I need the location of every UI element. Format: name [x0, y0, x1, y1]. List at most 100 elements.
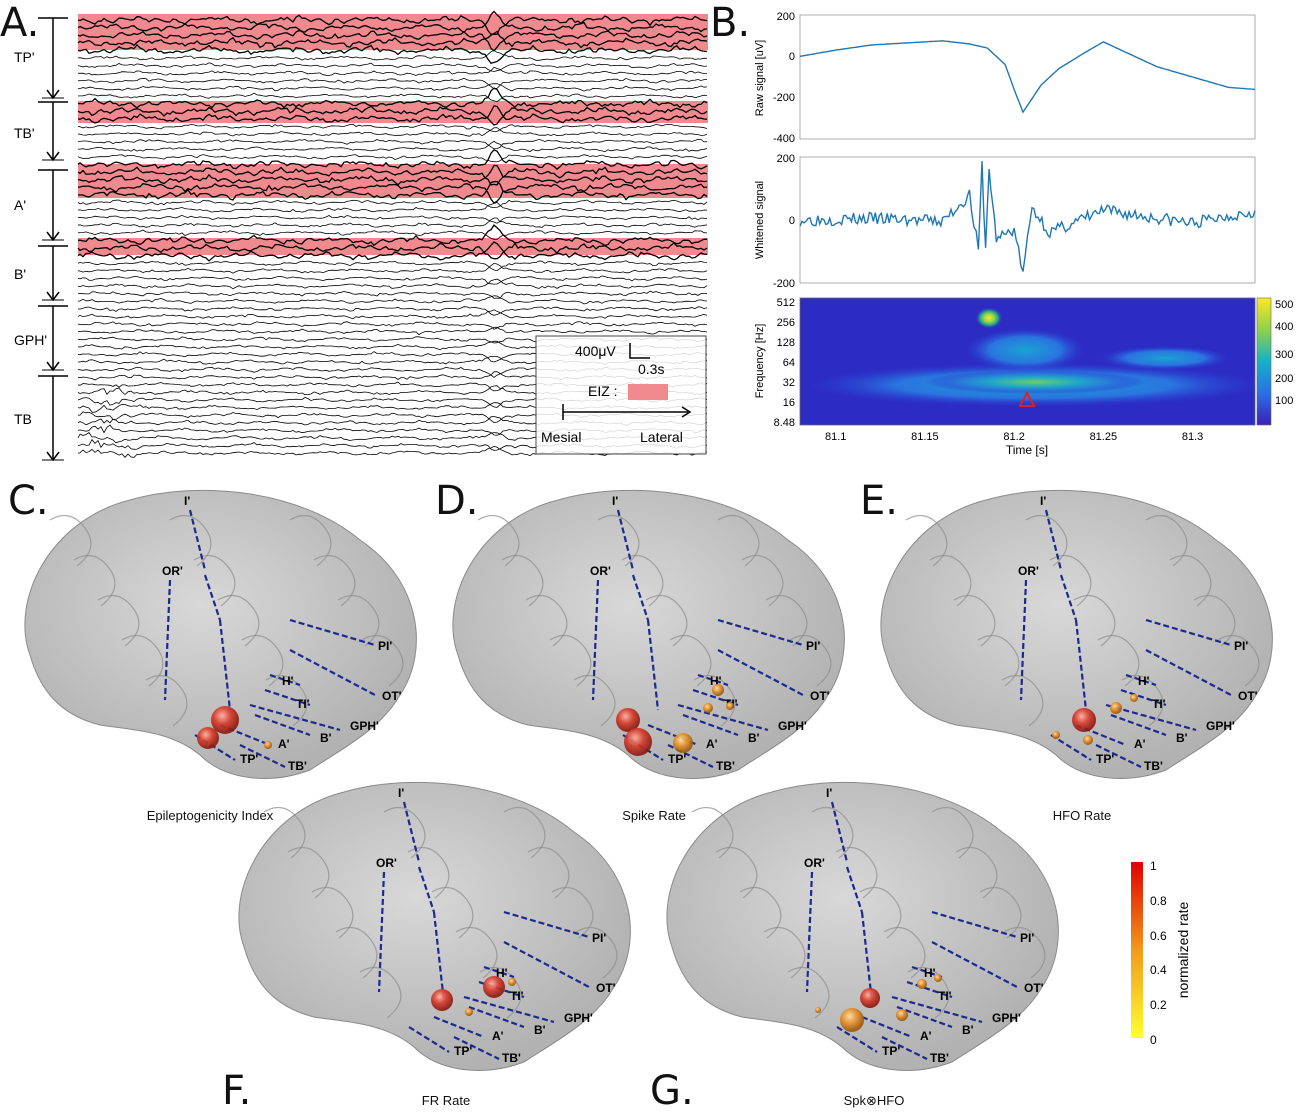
electrode-shaft — [906, 980, 953, 999]
brain-panels: I'OR'PI'OT'H'TI'GPH'B'A'TP' TB' I'OR'PI'O… — [24, 489, 1273, 1071]
tf-ytick: 32 — [783, 377, 795, 389]
electrode-label: OT' — [382, 689, 402, 703]
electrode-label: B' — [1176, 731, 1188, 745]
contact-rate-marker — [712, 684, 724, 696]
electrode-label: TB' — [1144, 759, 1163, 773]
tf-xtick: 81.25 — [1090, 431, 1118, 443]
electrode-label: OT' — [1024, 981, 1044, 995]
raw-ylabel: Raw signal [uV] — [754, 40, 766, 116]
seeg-trace — [77, 14, 708, 36]
electrode-shaft — [264, 688, 311, 707]
contact-rate-marker — [673, 733, 693, 753]
electrode-label: TI' — [510, 989, 524, 1003]
tf-xticks: 81.1 81.15 81.2 81.25 81.3 — [825, 431, 1203, 443]
group-label-tp-prime: TP' — [14, 49, 35, 65]
seeg-trace — [77, 77, 708, 90]
electrode-shaft — [254, 713, 311, 737]
tf-heatmap — [800, 298, 1255, 425]
seeg-trace — [77, 295, 708, 305]
seeg-trace — [77, 278, 708, 290]
electrode-label: TB' — [288, 759, 307, 773]
electrode-label: OR' — [376, 856, 397, 870]
electrode-label: H' — [496, 966, 508, 980]
contact-rate-marker — [616, 708, 640, 732]
brain-epileptogenicity-index: I' OR' PI' OT' H'TI' GPH' B' A' TP' TB' — [24, 489, 417, 779]
seeg-trace — [77, 83, 708, 92]
contact-rate-marker — [1083, 735, 1093, 745]
electrode-label: PI' — [1020, 931, 1034, 945]
electrode-label: I' — [826, 786, 832, 800]
peak-triangle-marker — [1018, 390, 1036, 407]
electrode-shaft — [631, 574, 650, 621]
seeg-trace — [77, 306, 708, 316]
tf-xtick: 81.2 — [1003, 431, 1024, 443]
seeg-trace — [77, 138, 708, 150]
raw-signal-line — [799, 40, 1256, 114]
scale-bar — [629, 343, 650, 359]
sulcus-line — [573, 674, 616, 727]
seeg-trace — [77, 87, 708, 109]
panel-label-d: D. — [435, 478, 479, 524]
seeg-trace — [77, 123, 708, 132]
electrode-label: GPH' — [564, 1011, 593, 1025]
group-label-gph-prime: GPH' — [14, 332, 47, 348]
panel-label-a: A. — [0, 0, 40, 46]
electrode-shaft — [194, 734, 236, 761]
raw-axes — [799, 14, 1256, 140]
seeg-traces — [77, 10, 708, 459]
group-label-tb: TB — [14, 411, 32, 427]
tf-cbar-tick: 200 — [1275, 373, 1293, 385]
seeg-trace — [77, 180, 708, 201]
electrode-label: TI' — [296, 697, 310, 711]
seeg-trace — [77, 62, 708, 72]
signal-analysis-panel: 200 0 -200 -400 Raw signal [uV] 200 0 -2… — [754, 11, 1293, 457]
contact-rate-marker — [264, 741, 272, 749]
panel-label-f: F. — [222, 1068, 252, 1114]
sulcus-line — [359, 966, 402, 1019]
electrode-shaft — [408, 1026, 450, 1053]
electrode-label: B' — [534, 1023, 546, 1037]
panel-label-b: B. — [710, 0, 751, 46]
electrode-label: GPH' — [1206, 719, 1235, 733]
contact-rate-marker — [211, 706, 239, 734]
contact-rate-marker — [703, 703, 713, 713]
contact-rate-marker — [483, 976, 505, 998]
panel-label-c: C. — [8, 478, 49, 524]
seeg-traces-panel: TP' TB' A' B' GPH' TB 400μV 0.3s EIZ : M… — [14, 10, 708, 462]
electrode-shaft — [891, 995, 983, 1024]
tf-xlabel: Time [s] — [1006, 443, 1048, 457]
tf-ytick: 128 — [777, 337, 795, 349]
tf-cbar-tick: 500 — [1275, 299, 1293, 311]
rate-cbar-tick: 1 — [1150, 859, 1157, 873]
contact-rate-marker — [1130, 694, 1138, 702]
electrode-label: TP' — [668, 752, 686, 766]
electrode-shaft — [377, 871, 386, 993]
electrode-shaft — [1050, 734, 1092, 761]
electrode-shaft — [1125, 673, 1157, 687]
caption-e: HFO Rate — [1052, 808, 1112, 823]
group-label-a-prime: A' — [14, 197, 26, 213]
seeg-trace — [77, 260, 708, 272]
panel-label-e: E. — [860, 478, 898, 524]
seeg-trace — [77, 202, 708, 213]
electrode-label: A' — [920, 1029, 932, 1043]
caption-f: FR Rate — [421, 1093, 471, 1108]
seeg-trace — [77, 154, 708, 163]
electrode-label: A' — [1134, 737, 1146, 751]
seeg-trace — [77, 229, 708, 240]
electrode-shaft — [453, 1036, 500, 1060]
rate-cbar-tick: 0.8 — [1150, 894, 1167, 908]
electrode-shaft — [1105, 703, 1197, 732]
electrode-label: B' — [320, 731, 332, 745]
seeg-trace — [77, 241, 708, 262]
electrode-shaft — [432, 911, 446, 1003]
electrode-shaft — [1019, 579, 1028, 701]
electrode-group-brackets — [38, 17, 68, 462]
electrode-shaft — [1074, 619, 1088, 711]
tf-yticks: 512 256 128 64 32 16 8.48 — [774, 297, 795, 429]
electrode-label: I' — [398, 786, 404, 800]
amplitude-scale-label: 400μV — [575, 343, 616, 359]
electrode-shaft — [483, 965, 515, 979]
electrode-shaft — [836, 1026, 878, 1053]
electrode-label: H' — [282, 674, 294, 688]
